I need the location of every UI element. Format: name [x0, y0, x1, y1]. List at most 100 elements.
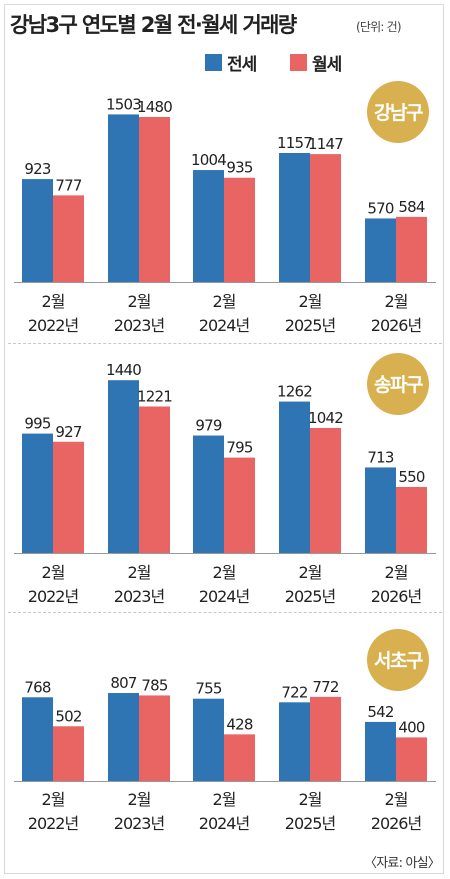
legend-wolse-label: 월세 [312, 54, 342, 75]
source-label: 〈자료: 아실〉 [364, 856, 441, 871]
value-label-wolse-4: 772 [312, 678, 338, 696]
value-label-wolse-3: 795 [226, 439, 252, 457]
category-label-1-line-2: 2022년 [28, 814, 79, 833]
category-label-1-line-2: 2022년 [28, 316, 79, 335]
category-label-1-line-2: 2022년 [28, 587, 79, 606]
bar-jeonse-4 [279, 401, 310, 553]
bar-jeonse-5 [365, 721, 396, 781]
bar-jeonse-5 [365, 467, 396, 553]
bar-wolse-1 [53, 441, 84, 553]
bar-wolse-1 [53, 195, 84, 282]
legend-jeonse-label: 전세 [227, 54, 257, 75]
bar-jeonse-4 [279, 702, 310, 781]
value-label-jeonse-3: 755 [195, 680, 221, 698]
category-label-2-line-1: 2월 [128, 790, 151, 809]
value-label-wolse-5: 584 [398, 198, 424, 216]
category-label-3-line-2: 2024년 [199, 316, 250, 335]
value-label-jeonse-5: 542 [367, 703, 393, 721]
bar-jeonse-5 [365, 218, 396, 282]
category-label-3-line-1: 2월 [213, 790, 236, 809]
district-badge-2 [367, 353, 429, 415]
category-label-4-line-1: 2월 [299, 292, 322, 311]
unit-label: (단위: 건) [356, 20, 402, 34]
district-badge-1 [367, 81, 429, 143]
category-label-5-line-2: 2026년 [371, 587, 422, 606]
page-title: 강남3구 연도별 2월 전·월세 거래량 [10, 13, 297, 37]
chart-panel-3: 768 502 2월 2022년 807 785 2월 2023년 755 428 2월 2024년 7… [14, 629, 436, 833]
value-label-jeonse-4: 1157 [277, 134, 312, 152]
category-label-3-line-1: 2월 [213, 563, 236, 582]
value-label-wolse-1: 502 [55, 707, 81, 725]
category-label-4-line-1: 2월 [299, 790, 322, 809]
district-name-3: 서초구 [374, 650, 423, 672]
category-label-4-line-1: 2월 [299, 563, 322, 582]
category-label-3-line-1: 2월 [213, 292, 236, 311]
value-label-jeonse-5: 570 [367, 199, 393, 217]
value-label-wolse-5: 400 [398, 718, 424, 736]
category-label-5-line-1: 2월 [385, 292, 408, 311]
bar-wolse-4 [310, 154, 341, 282]
legend-wolse: 월세 [290, 52, 342, 75]
value-label-wolse-2: 1480 [137, 98, 172, 116]
value-label-wolse-3: 935 [226, 159, 252, 177]
category-label-3-line-2: 2024년 [199, 587, 250, 606]
value-label-wolse-5: 550 [398, 468, 424, 486]
category-label-4-line-2: 2025년 [285, 587, 336, 606]
bar-jeonse-2 [108, 114, 139, 282]
category-label-2-line-1: 2월 [128, 563, 151, 582]
category-label-5-line-2: 2026년 [371, 316, 422, 335]
legend-wolse-swatch [290, 53, 307, 71]
value-label-jeonse-1: 995 [24, 415, 50, 433]
legend-jeonse: 전세 [205, 52, 257, 75]
bar-wolse-4 [310, 427, 341, 553]
bar-jeonse-1 [22, 697, 53, 781]
value-label-wolse-4: 1147 [308, 135, 343, 153]
bar-wolse-2 [139, 406, 170, 553]
value-label-jeonse-5: 713 [367, 448, 393, 466]
bar-wolse-3 [224, 734, 255, 781]
bar-wolse-1 [53, 726, 84, 781]
district-name-1: 강남구 [374, 102, 423, 124]
value-label-jeonse-1: 768 [24, 678, 50, 696]
category-label-4-line-2: 2025년 [285, 814, 336, 833]
category-label-2-line-2: 2023년 [114, 587, 165, 606]
bar-wolse-5 [396, 487, 427, 553]
category-label-1-line-1: 2월 [42, 292, 65, 311]
value-label-wolse-1: 777 [55, 176, 81, 194]
category-label-1-line-1: 2월 [42, 790, 65, 809]
value-label-jeonse-4: 1262 [277, 383, 312, 401]
bar-wolse-2 [139, 116, 170, 282]
legend-jeonse-swatch [205, 53, 222, 71]
section-divider-2 [8, 612, 442, 613]
value-label-wolse-4: 1042 [308, 409, 343, 427]
category-label-5-line-2: 2026년 [371, 814, 422, 833]
category-label-5-line-1: 2월 [385, 563, 408, 582]
category-label-4-line-2: 2025년 [285, 316, 336, 335]
bar-jeonse-4 [279, 152, 310, 282]
value-label-jeonse-3: 1004 [191, 151, 226, 169]
value-label-jeonse-3: 979 [195, 417, 221, 435]
bar-jeonse-2 [108, 693, 139, 781]
category-label-1-line-1: 2월 [42, 563, 65, 582]
district-badge-3 [367, 629, 429, 691]
value-label-wolse-1: 927 [55, 423, 81, 441]
bar-jeonse-1 [22, 179, 53, 282]
value-label-wolse-2: 1221 [137, 387, 172, 405]
category-label-2-line-1: 2월 [128, 292, 151, 311]
chart-panel-2: 995 927 2월 2022년 1440 1221 2월 2023년 979 795 2월 2024… [14, 353, 436, 606]
value-label-wolse-3: 428 [226, 715, 252, 733]
bar-jeonse-3 [193, 170, 224, 282]
bar-wolse-5 [396, 216, 427, 282]
bar-wolse-3 [224, 177, 255, 282]
value-label-jeonse-2: 807 [110, 674, 136, 692]
bar-jeonse-3 [193, 698, 224, 781]
bar-jeonse-2 [108, 380, 139, 553]
bar-wolse-4 [310, 696, 341, 781]
value-label-jeonse-4: 722 [281, 683, 307, 701]
district-name-2: 송파구 [374, 374, 423, 396]
bar-wolse-5 [396, 737, 427, 781]
value-label-wolse-2: 785 [141, 676, 167, 694]
category-label-5-line-1: 2월 [385, 790, 408, 809]
